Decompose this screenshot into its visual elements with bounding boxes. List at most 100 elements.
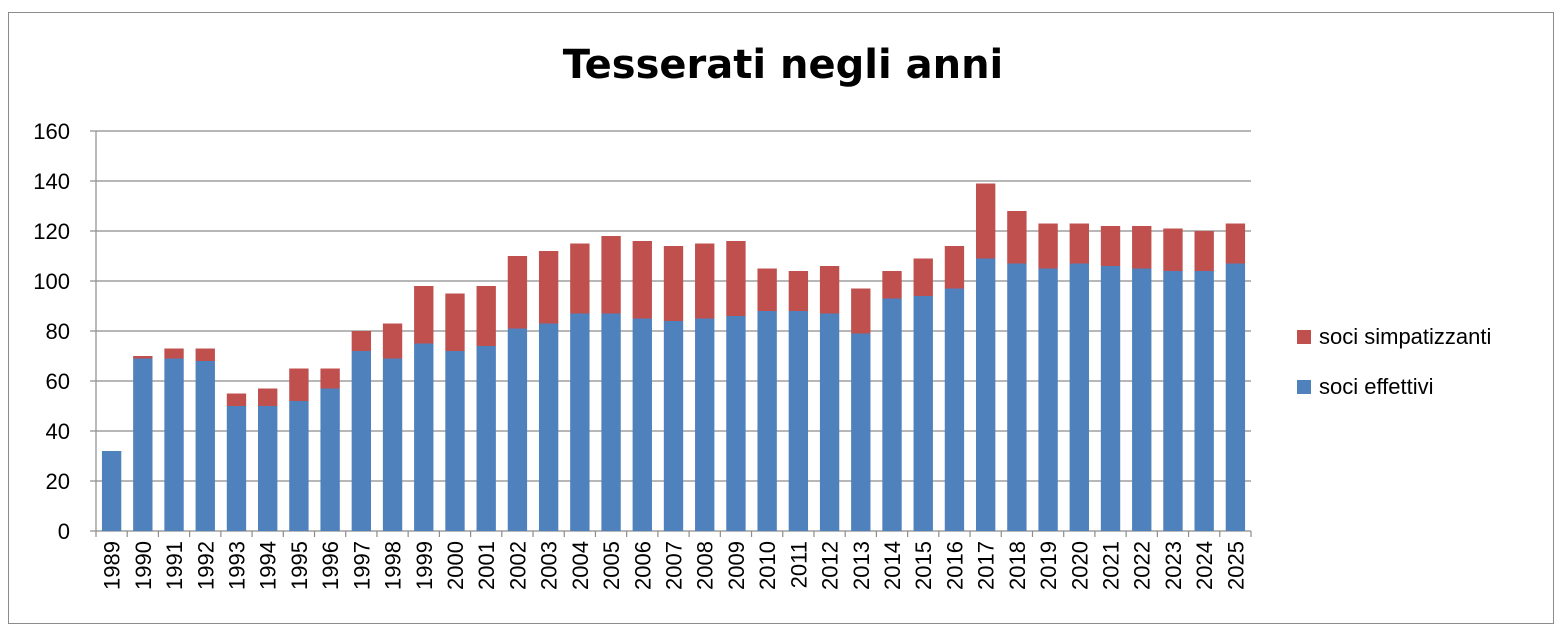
- bar-soci-effettivi: [726, 316, 746, 531]
- x-tick-label: 2003: [537, 541, 562, 590]
- bar-soci-effettivi: [414, 343, 434, 531]
- bar-soci-effettivi: [101, 451, 122, 531]
- bar-soci-effettivi: [632, 318, 652, 531]
- bar-soci-effettivi: [819, 313, 840, 531]
- x-tick-label: 1999: [412, 541, 437, 590]
- x-tick-label: 2016: [942, 541, 967, 590]
- y-tick-label: 60: [46, 369, 70, 394]
- x-tick-label: 1997: [349, 541, 374, 590]
- bar-soci-effettivi: [663, 321, 684, 531]
- bar-soci-simpatizzanti: [882, 271, 902, 299]
- bar-soci-simpatizzanti: [788, 271, 809, 311]
- bar-soci-simpatizzanti: [1163, 228, 1183, 271]
- bar-soci-effettivi: [601, 313, 621, 531]
- x-tick-label: 2020: [1067, 541, 1092, 590]
- bar-soci-effettivi: [695, 318, 715, 531]
- bar-soci-simpatizzanti: [851, 288, 871, 334]
- bar-soci-simpatizzanti: [819, 266, 840, 314]
- x-tick-label: 2018: [1005, 541, 1030, 590]
- bar-soci-effettivi: [320, 388, 340, 531]
- legend-swatch-effettivi: [1297, 380, 1311, 394]
- legend-item-simpatizzanti: soci simpatizzanti: [1297, 324, 1491, 350]
- x-tick-label: 2023: [1161, 541, 1186, 590]
- bar-soci-simpatizzanti: [632, 241, 652, 319]
- x-tick-label: 2009: [724, 541, 749, 590]
- bar-soci-simpatizzanti: [538, 251, 559, 324]
- y-tick-label: 20: [46, 469, 70, 494]
- legend-item-effettivi: soci effettivi: [1297, 374, 1434, 400]
- bar-soci-effettivi: [570, 313, 590, 531]
- bar-soci-effettivi: [1132, 268, 1152, 531]
- bar-soci-simpatizzanti: [414, 286, 434, 344]
- bar-soci-simpatizzanti: [601, 236, 621, 314]
- x-tick-label: 1990: [131, 541, 156, 590]
- x-tick-label: 2022: [1130, 541, 1155, 590]
- legend-swatch-simpatizzanti: [1297, 330, 1311, 344]
- x-tick-label: 2010: [755, 541, 780, 590]
- bar-soci-effettivi: [882, 298, 902, 531]
- x-tick-label: 2008: [693, 541, 718, 590]
- bar-soci-simpatizzanti: [289, 368, 309, 401]
- y-tick-label: 0: [58, 519, 70, 544]
- bar-soci-effettivi: [1163, 271, 1183, 531]
- x-tick-label: 2002: [505, 541, 530, 590]
- bar-soci-effettivi: [289, 401, 309, 531]
- x-tick-label: 1992: [193, 541, 218, 590]
- bar-soci-effettivi: [133, 358, 153, 531]
- bar-soci-effettivi: [944, 288, 965, 531]
- bar-soci-simpatizzanti: [1132, 226, 1152, 269]
- x-tick-label: 2001: [474, 541, 499, 590]
- bar-soci-effettivi: [351, 351, 372, 531]
- x-tick-label: 1989: [100, 541, 125, 590]
- x-tick-label: 2013: [849, 541, 874, 590]
- bar-soci-simpatizzanti: [975, 183, 996, 259]
- x-tick-label: 2006: [630, 541, 655, 590]
- x-tick-label: 2000: [443, 541, 468, 590]
- bar-soci-simpatizzanti: [195, 348, 215, 361]
- bar-soci-effettivi: [975, 258, 996, 531]
- legend-label-simpatizzanti: soci simpatizzanti: [1319, 324, 1492, 349]
- bar-soci-effettivi: [258, 406, 278, 531]
- bar-soci-simpatizzanti: [351, 331, 372, 351]
- x-tick-label: 2025: [1223, 541, 1248, 590]
- bar-soci-effettivi: [445, 351, 465, 531]
- y-tick-label: 100: [33, 269, 70, 294]
- x-tick-label: 2004: [568, 541, 593, 590]
- bar-soci-simpatizzanti: [757, 268, 777, 311]
- bar-soci-simpatizzanti: [1038, 223, 1058, 269]
- chart-title: Tesserati negli anni: [562, 42, 1004, 88]
- legend-label-effettivi: soci effettivi: [1319, 374, 1434, 399]
- bar-soci-simpatizzanti: [476, 286, 496, 346]
- bar-soci-effettivi: [757, 311, 777, 531]
- bar-soci-effettivi: [1100, 266, 1121, 531]
- bar-soci-effettivi: [382, 358, 403, 531]
- bar-soci-simpatizzanti: [226, 393, 247, 406]
- bar-soci-effettivi: [164, 358, 184, 531]
- x-tick-label: 1991: [162, 541, 187, 590]
- bar-soci-simpatizzanti: [1100, 226, 1121, 266]
- x-tick-label: 2019: [1036, 541, 1061, 590]
- x-tick-label: 2017: [974, 541, 999, 590]
- bar-soci-simpatizzanti: [944, 246, 965, 289]
- x-tick-label: 2012: [818, 541, 843, 590]
- bar-soci-effettivi: [507, 328, 528, 531]
- bar-soci-simpatizzanti: [695, 243, 715, 319]
- x-tick-label: 1995: [287, 541, 312, 590]
- bar-soci-effettivi: [538, 323, 559, 531]
- y-tick-label: 40: [46, 419, 70, 444]
- x-tick-label: 2011: [786, 541, 811, 588]
- bar-soci-simpatizzanti: [913, 258, 933, 296]
- y-tick-label: 80: [46, 319, 70, 344]
- y-tick-label: 160: [33, 119, 70, 144]
- x-tick-label: 1998: [381, 541, 406, 590]
- bar-soci-simpatizzanti: [507, 256, 528, 329]
- bar-soci-simpatizzanti: [1007, 211, 1027, 264]
- y-tick-label: 120: [33, 219, 70, 244]
- bar-soci-simpatizzanti: [258, 388, 278, 406]
- bar-soci-simpatizzanti: [1069, 223, 1089, 264]
- bar-soci-simpatizzanti: [726, 241, 746, 316]
- bar-soci-effettivi: [851, 333, 871, 531]
- x-tick-label: 1993: [224, 541, 249, 590]
- bar-soci-simpatizzanti: [133, 356, 153, 359]
